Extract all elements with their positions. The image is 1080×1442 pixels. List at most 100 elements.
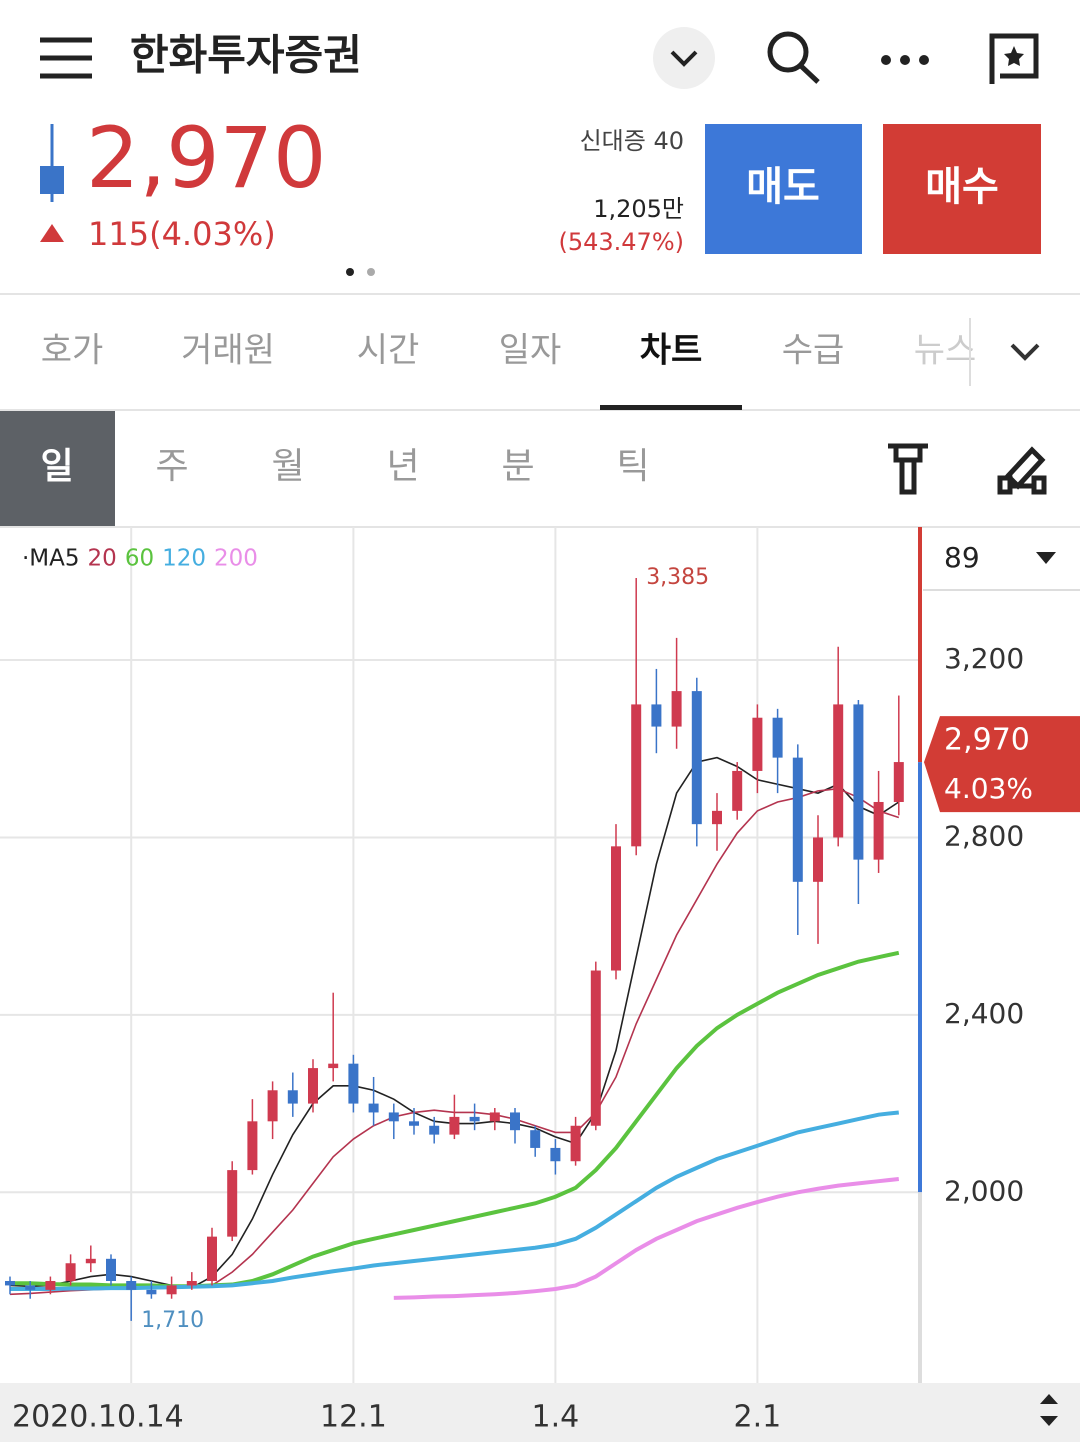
y-tick-label: 2,000 [944, 1174, 1024, 1207]
top-ui: 한화투자증권 2,970 115(4.03%) 신대증 40 1,205만 (5… [0, 27, 1080, 528]
search-icon[interactable] [767, 31, 820, 84]
candle-body [813, 837, 823, 882]
candle-body [429, 1125, 440, 1135]
candle-body [550, 1147, 561, 1162]
title: 한화투자증권 [130, 31, 362, 80]
chevron [670, 50, 698, 67]
candle-body [85, 1258, 96, 1264]
candle-body [45, 1280, 56, 1290]
candle-body [631, 704, 642, 847]
candle-body [732, 770, 743, 811]
pager-dot [367, 268, 375, 276]
menu-icon[interactable] [40, 37, 92, 79]
current-change: 4.03% [944, 772, 1033, 805]
candle-body [530, 1130, 541, 1148]
ma-line [9, 787, 900, 1296]
candle-body [5, 1280, 15, 1286]
up-arrow [40, 224, 64, 242]
candle-body [247, 1121, 258, 1171]
range-dropdown[interactable] [1036, 552, 1056, 564]
tab[interactable]: 수급 [782, 331, 845, 371]
scroll-arrows[interactable] [1040, 1394, 1058, 1426]
price-annotation: 3,385 [646, 565, 709, 590]
tab[interactable]: 호가 [41, 331, 104, 371]
candle-body [570, 1125, 581, 1162]
market-label: 신대증 40 [580, 127, 684, 155]
y-tick-label: 2,400 [944, 997, 1024, 1030]
tab[interactable]: 차트 [640, 331, 703, 371]
current-price-tag [924, 716, 1080, 813]
tab-more[interactable] [1010, 343, 1040, 361]
price: 2,970 [86, 109, 326, 207]
candle-body [65, 1263, 76, 1281]
x-tick-label: 2020.10.14 [12, 1400, 184, 1435]
legend-entry: 60 [125, 546, 154, 572]
legend-entry: 200 [214, 546, 258, 572]
candle-body [409, 1121, 419, 1126]
indicator-icon[interactable] [888, 443, 928, 495]
period[interactable]: 월 [271, 446, 304, 487]
candle-body [368, 1103, 379, 1113]
price-annotation: 1,710 [141, 1308, 204, 1333]
mini-candle [40, 166, 64, 194]
active-period [0, 411, 115, 527]
candle-body [449, 1116, 460, 1135]
candle-body [590, 970, 601, 1126]
candle-body [166, 1285, 177, 1295]
candle-body [25, 1285, 36, 1290]
period[interactable]: 일 [40, 446, 73, 487]
tab[interactable]: 일자 [499, 331, 562, 371]
buy-button[interactable] [883, 124, 1041, 254]
tab[interactable]: 시간 [357, 331, 420, 371]
candle-body [126, 1280, 137, 1290]
volume-ratio: (543.47%) [558, 228, 684, 256]
candle-body [227, 1170, 238, 1237]
more-icon[interactable] [881, 55, 929, 65]
y-tick-label: 2,800 [944, 819, 1024, 852]
legend-entry: 5 [65, 546, 80, 572]
y-tick-label: 3,200 [944, 642, 1024, 675]
legend-entry: 20 [88, 546, 117, 572]
candle-body [287, 1090, 298, 1104]
draw-icon[interactable] [997, 446, 1047, 495]
buy-label: 매수 [925, 164, 999, 210]
dropdown-button[interactable] [653, 27, 715, 89]
sell-label: 매도 [746, 164, 820, 210]
candle-body [772, 717, 783, 758]
candle-body [893, 762, 904, 802]
favorite-icon[interactable] [989, 33, 1039, 84]
candle-body [853, 704, 864, 860]
period[interactable]: 주 [155, 446, 188, 487]
x-tick-label: 12.1 [320, 1400, 387, 1435]
candle-body [651, 704, 662, 727]
candle-body [792, 757, 803, 882]
current-price: 2,970 [944, 723, 1030, 758]
candle-body [146, 1289, 157, 1295]
sell-button[interactable] [705, 124, 862, 254]
candle-body [752, 717, 763, 771]
period[interactable]: 년 [386, 446, 419, 487]
active-tab-underline [600, 405, 742, 410]
candle-body [469, 1116, 480, 1122]
tab[interactable]: 뉴스 [914, 331, 977, 371]
tab[interactable]: 거래원 [181, 331, 275, 371]
candle-body [106, 1258, 116, 1281]
range-count[interactable]: 89 [944, 541, 980, 574]
candle-body [186, 1280, 197, 1286]
ma-line [10, 1110, 900, 1291]
pager-dot [346, 268, 354, 276]
date-axis-bg [0, 1383, 1080, 1442]
candle-body [328, 1063, 339, 1069]
candle-body [308, 1068, 318, 1104]
period[interactable]: 틱 [616, 446, 649, 487]
candle-body [691, 691, 702, 825]
candle-body [348, 1063, 359, 1104]
candle-body [207, 1236, 217, 1281]
candle-body [267, 1090, 278, 1122]
candle-body [388, 1112, 399, 1122]
period[interactable]: 분 [501, 446, 534, 487]
candle-body [873, 801, 884, 860]
